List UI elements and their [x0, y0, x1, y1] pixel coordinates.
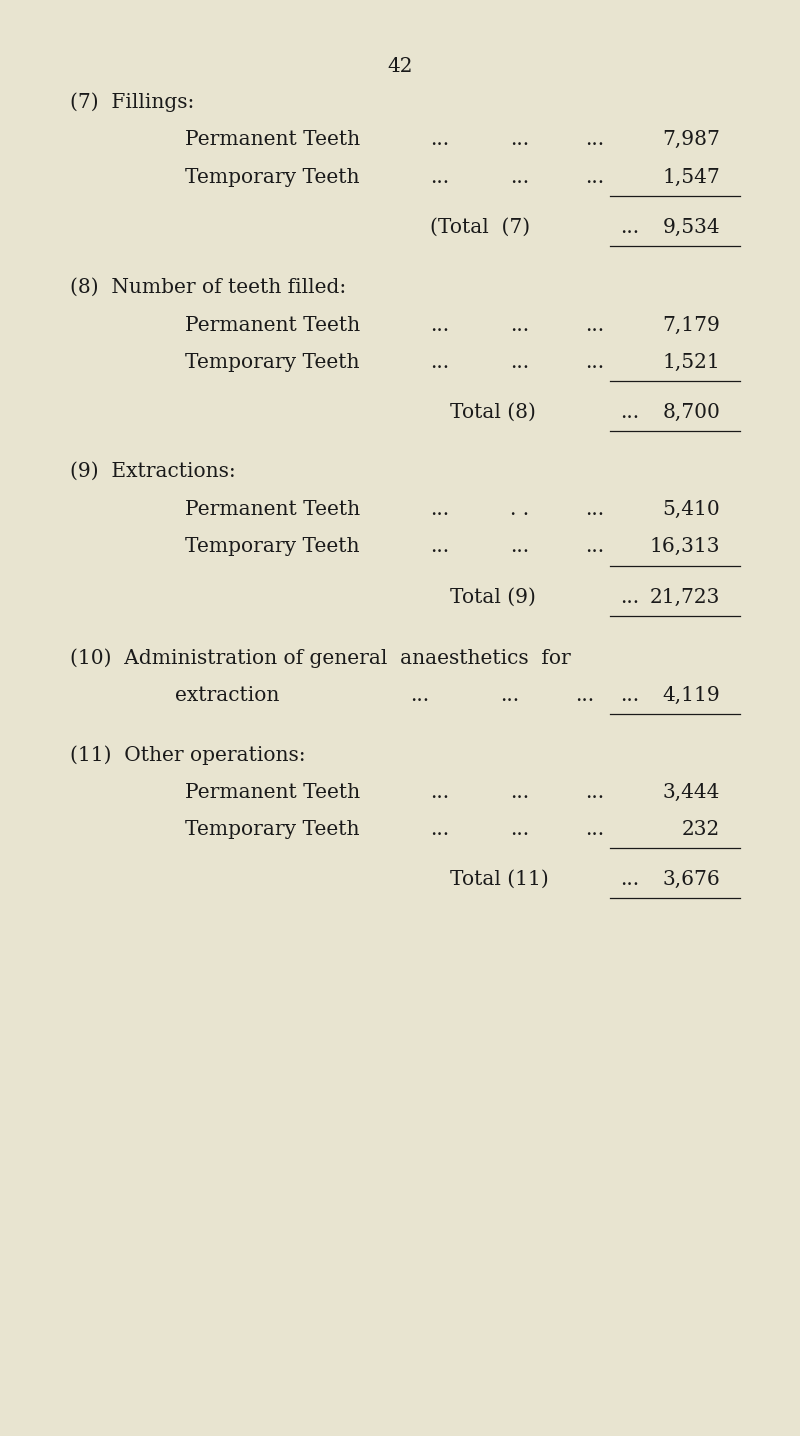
Text: ...: ...: [500, 686, 519, 705]
Text: 1,521: 1,521: [662, 353, 720, 372]
Text: 3,676: 3,676: [662, 870, 720, 889]
Text: ...: ...: [410, 686, 429, 705]
Text: (9)  Extractions:: (9) Extractions:: [70, 462, 236, 481]
Text: 4,119: 4,119: [662, 686, 720, 705]
Text: 7,179: 7,179: [662, 316, 720, 335]
Text: ...: ...: [585, 168, 604, 187]
Text: ...: ...: [510, 353, 529, 372]
Text: ...: ...: [620, 404, 639, 422]
Text: Temporary Teeth: Temporary Teeth: [185, 537, 359, 556]
Text: ...: ...: [510, 131, 529, 149]
Text: (8)  Number of teeth filled:: (8) Number of teeth filled:: [70, 279, 346, 297]
Text: ...: ...: [585, 820, 604, 839]
Text: ...: ...: [620, 218, 639, 237]
Text: ...: ...: [430, 500, 449, 518]
Text: (7)  Fillings:: (7) Fillings:: [70, 92, 194, 112]
Text: 5,410: 5,410: [662, 500, 720, 518]
Text: ...: ...: [620, 587, 639, 607]
Text: ...: ...: [510, 820, 529, 839]
Text: extraction: extraction: [175, 686, 279, 705]
Text: ...: ...: [620, 870, 639, 889]
Text: Temporary Teeth: Temporary Teeth: [185, 168, 359, 187]
Text: Permanent Teeth: Permanent Teeth: [185, 783, 360, 801]
Text: 9,534: 9,534: [662, 218, 720, 237]
Text: ...: ...: [585, 537, 604, 556]
Text: Temporary Teeth: Temporary Teeth: [185, 820, 359, 839]
Text: Permanent Teeth: Permanent Teeth: [185, 131, 360, 149]
Text: ...: ...: [585, 500, 604, 518]
Text: 232: 232: [682, 820, 720, 839]
Text: ...: ...: [430, 316, 449, 335]
Text: ...: ...: [430, 537, 449, 556]
Text: ...: ...: [510, 537, 529, 556]
Text: Total (9): Total (9): [450, 587, 536, 607]
Text: ...: ...: [430, 131, 449, 149]
Text: ...: ...: [575, 686, 594, 705]
Text: ...: ...: [585, 353, 604, 372]
Text: 3,444: 3,444: [662, 783, 720, 801]
Text: Temporary Teeth: Temporary Teeth: [185, 353, 359, 372]
Text: ...: ...: [585, 131, 604, 149]
Text: ...: ...: [585, 316, 604, 335]
Text: Total (8): Total (8): [450, 404, 536, 422]
Text: 16,313: 16,313: [650, 537, 720, 556]
Text: 7,987: 7,987: [662, 131, 720, 149]
Text: ...: ...: [430, 820, 449, 839]
Text: ...: ...: [430, 783, 449, 801]
Text: ...: ...: [585, 783, 604, 801]
Text: ...: ...: [620, 686, 639, 705]
Text: ...: ...: [510, 168, 529, 187]
Text: 21,723: 21,723: [650, 587, 720, 607]
Text: Total (11): Total (11): [450, 870, 549, 889]
Text: ...: ...: [510, 783, 529, 801]
Text: (Total  (7): (Total (7): [430, 218, 530, 237]
Text: (10)  Administration of general  anaesthetics  for: (10) Administration of general anaesthet…: [70, 648, 570, 668]
Text: ...: ...: [510, 316, 529, 335]
Text: ...: ...: [430, 168, 449, 187]
Text: (11)  Other operations:: (11) Other operations:: [70, 745, 306, 764]
Text: . .: . .: [510, 500, 529, 518]
Text: 42: 42: [387, 57, 413, 76]
Text: Permanent Teeth: Permanent Teeth: [185, 316, 360, 335]
Text: 8,700: 8,700: [662, 404, 720, 422]
Text: Permanent Teeth: Permanent Teeth: [185, 500, 360, 518]
Text: 1,547: 1,547: [662, 168, 720, 187]
Text: ...: ...: [430, 353, 449, 372]
